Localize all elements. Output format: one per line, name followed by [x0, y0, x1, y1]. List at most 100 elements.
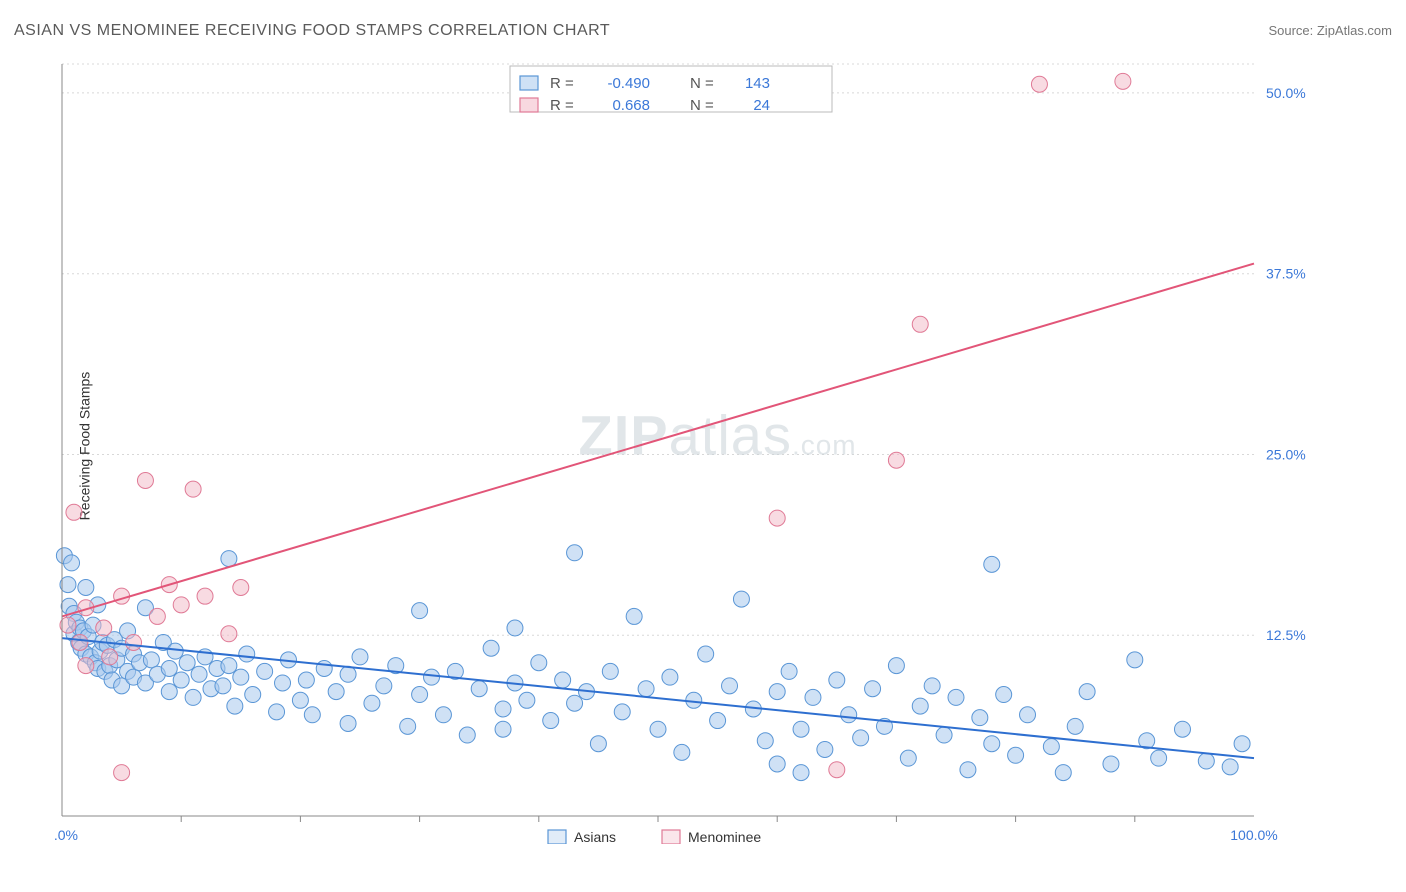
- legend-series-label: Asians: [574, 829, 616, 844]
- data-point: [275, 675, 291, 691]
- y-tick-label: 37.5%: [1266, 266, 1306, 282]
- data-point: [960, 762, 976, 778]
- data-point: [221, 551, 237, 567]
- data-point: [817, 741, 833, 757]
- data-point: [233, 580, 249, 596]
- data-point: [328, 684, 344, 700]
- data-point: [233, 669, 249, 685]
- data-point: [590, 736, 606, 752]
- data-point: [78, 580, 94, 596]
- data-point: [793, 765, 809, 781]
- data-point: [435, 707, 451, 723]
- data-point: [769, 510, 785, 526]
- data-point: [888, 658, 904, 674]
- chart-source: Source: ZipAtlas.com: [1268, 23, 1392, 38]
- data-point: [984, 556, 1000, 572]
- trend-line: [62, 264, 1254, 617]
- data-point: [710, 713, 726, 729]
- data-point: [227, 698, 243, 714]
- data-point: [1031, 76, 1047, 92]
- source-prefix: Source:: [1268, 23, 1316, 38]
- data-point: [197, 588, 213, 604]
- data-point: [161, 660, 177, 676]
- data-point: [972, 710, 988, 726]
- data-point: [614, 704, 630, 720]
- data-point: [1020, 707, 1036, 723]
- legend-n-value: 143: [745, 75, 770, 92]
- legend-swatch: [520, 76, 538, 90]
- data-point: [662, 669, 678, 685]
- data-point: [173, 672, 189, 688]
- data-point: [96, 620, 112, 636]
- data-point: [567, 695, 583, 711]
- data-point: [126, 634, 142, 650]
- data-point: [1151, 750, 1167, 766]
- data-point: [340, 666, 356, 682]
- data-point: [948, 689, 964, 705]
- data-point: [602, 663, 618, 679]
- data-point: [185, 689, 201, 705]
- data-point: [400, 718, 416, 734]
- data-point: [900, 750, 916, 766]
- legend-r-value: -0.490: [607, 75, 650, 92]
- data-point: [650, 721, 666, 737]
- data-point: [78, 658, 94, 674]
- data-point: [805, 689, 821, 705]
- trend-line: [62, 638, 1254, 758]
- data-point: [829, 762, 845, 778]
- data-point: [495, 701, 511, 717]
- data-point: [102, 649, 118, 665]
- data-point: [769, 756, 785, 772]
- legend-r-value: 0.668: [612, 97, 650, 114]
- data-point: [424, 669, 440, 685]
- data-point: [64, 555, 80, 571]
- data-point: [376, 678, 392, 694]
- chart-title: ASIAN VS MENOMINEE RECEIVING FOOD STAMPS…: [14, 22, 610, 40]
- data-point: [841, 707, 857, 723]
- data-point: [1055, 765, 1071, 781]
- data-point: [984, 736, 1000, 752]
- x-tick-label: 0.0%: [54, 827, 78, 843]
- source-link[interactable]: ZipAtlas.com: [1317, 23, 1392, 38]
- legend-n-value: 24: [753, 97, 770, 114]
- data-point: [507, 620, 523, 636]
- legend-n-label: N =: [690, 75, 714, 92]
- data-point: [865, 681, 881, 697]
- data-point: [149, 608, 165, 624]
- legend-swatch: [662, 830, 680, 844]
- data-point: [626, 608, 642, 624]
- data-point: [1103, 756, 1119, 772]
- data-point: [555, 672, 571, 688]
- y-tick-label: 25.0%: [1266, 446, 1306, 462]
- data-point: [471, 681, 487, 697]
- data-point: [1174, 721, 1190, 737]
- data-point: [364, 695, 380, 711]
- data-point: [292, 692, 308, 708]
- legend-r-label: R =: [550, 75, 574, 92]
- data-point: [245, 687, 261, 703]
- legend-n-label: N =: [690, 97, 714, 114]
- data-point: [567, 545, 583, 561]
- data-point: [412, 687, 428, 703]
- chart-header: ASIAN VS MENOMINEE RECEIVING FOOD STAMPS…: [14, 22, 1392, 40]
- data-point: [757, 733, 773, 749]
- data-point: [340, 715, 356, 731]
- data-point: [781, 663, 797, 679]
- data-point: [853, 730, 869, 746]
- data-point: [269, 704, 285, 720]
- data-point: [543, 713, 559, 729]
- y-tick-label: 50.0%: [1266, 85, 1306, 101]
- data-point: [1198, 753, 1214, 769]
- data-point: [257, 663, 273, 679]
- y-tick-label: 12.5%: [1266, 627, 1306, 643]
- data-point: [459, 727, 475, 743]
- watermark: ZIPatlas.com: [579, 403, 857, 466]
- data-point: [722, 678, 738, 694]
- data-point: [638, 681, 654, 697]
- data-point: [179, 655, 195, 671]
- data-point: [161, 684, 177, 700]
- data-point: [1008, 747, 1024, 763]
- data-point: [1115, 73, 1131, 89]
- data-point: [412, 603, 428, 619]
- data-point: [829, 672, 845, 688]
